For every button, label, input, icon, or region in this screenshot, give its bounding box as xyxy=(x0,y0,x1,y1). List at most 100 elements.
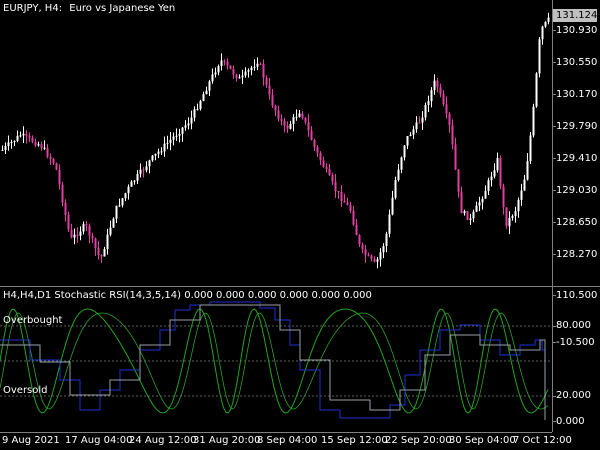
candle-body xyxy=(379,252,382,260)
candle-body xyxy=(367,255,370,257)
stochastic-rsi-lines xyxy=(0,301,549,420)
candle-body xyxy=(418,122,421,124)
candle-body xyxy=(283,121,286,126)
candle-body xyxy=(472,211,475,219)
price-label: 130.170 xyxy=(556,89,598,100)
price-label: 129.410 xyxy=(556,153,598,164)
candle-body xyxy=(1,149,4,151)
candle-body xyxy=(34,142,37,146)
candle-body xyxy=(73,234,76,238)
candle-body xyxy=(490,176,493,181)
candle-body xyxy=(163,143,166,152)
candle-body xyxy=(232,68,235,75)
candle-body xyxy=(268,85,271,95)
candle-body xyxy=(142,169,145,171)
candle-body xyxy=(61,184,64,203)
candle-body xyxy=(109,227,112,235)
candle-body xyxy=(10,141,13,143)
candle-body xyxy=(235,74,238,79)
candle-body xyxy=(295,116,298,118)
candle-body xyxy=(409,134,412,137)
candle-body xyxy=(190,117,193,124)
candle-body xyxy=(64,202,67,215)
candle-body xyxy=(292,117,295,124)
candle-body xyxy=(127,186,130,194)
candle-body xyxy=(526,161,529,180)
candle-body xyxy=(397,169,400,180)
candle-body xyxy=(343,200,346,203)
indicator-axis-label: -10.500 xyxy=(556,337,595,348)
candle-body xyxy=(469,218,472,220)
candle-body xyxy=(217,65,220,73)
candle-body xyxy=(46,147,49,157)
candle-body xyxy=(451,125,454,145)
candle-body xyxy=(517,199,520,212)
candle-body xyxy=(286,125,289,129)
candle-body xyxy=(448,113,451,126)
candle-body xyxy=(124,193,127,199)
candle-body xyxy=(13,140,16,142)
stoch-rsi-fast-line xyxy=(0,308,549,414)
candle-body xyxy=(508,217,511,227)
time-label: 9 Aug 2021 xyxy=(2,435,60,446)
candle-body xyxy=(253,66,256,68)
candle-body xyxy=(361,244,364,250)
candle-body xyxy=(415,122,418,130)
candle-body xyxy=(82,224,85,232)
candle-body xyxy=(106,234,109,250)
candle-body xyxy=(499,158,502,187)
price-label: 130.930 xyxy=(556,25,598,36)
candle-body xyxy=(277,110,280,119)
candle-body xyxy=(100,255,103,257)
candle-body xyxy=(226,61,229,66)
candle-body xyxy=(28,135,31,138)
candle-body xyxy=(16,135,19,141)
candle-body xyxy=(4,145,7,150)
candle-body xyxy=(136,173,139,181)
candle-body xyxy=(322,160,325,167)
candle-body xyxy=(298,113,301,117)
candle-body xyxy=(520,190,523,200)
candle-body xyxy=(325,166,328,170)
candle-body xyxy=(154,153,157,156)
candle-body xyxy=(532,106,535,136)
candle-body xyxy=(466,211,469,220)
candle-body xyxy=(274,105,277,111)
candle-body xyxy=(76,234,79,236)
candle-body xyxy=(394,179,397,198)
indicator-title: H4,H4,D1 Stochastic RSI(14,3,5,14) 0.000… xyxy=(3,290,372,301)
candle-body xyxy=(31,137,34,143)
price-label: 128.270 xyxy=(556,249,598,260)
candle-body xyxy=(502,186,505,208)
candle-body xyxy=(505,207,508,227)
candle-body xyxy=(169,139,172,143)
candle-body xyxy=(535,73,538,107)
candle-body xyxy=(439,87,442,95)
candle-body xyxy=(160,151,163,153)
candle-body xyxy=(121,198,124,206)
candle-body xyxy=(43,147,46,149)
candle-body xyxy=(463,211,466,214)
candle-body xyxy=(400,157,403,170)
candle-body xyxy=(493,170,496,177)
candle-body xyxy=(373,258,376,262)
candle-body xyxy=(541,26,544,40)
candle-body xyxy=(229,65,232,69)
candle-body xyxy=(52,158,55,164)
candle-body xyxy=(313,140,316,148)
candle-body xyxy=(316,147,319,153)
candle-body xyxy=(49,156,52,159)
candle-body xyxy=(478,202,481,206)
candle-body xyxy=(433,80,436,91)
candle-body xyxy=(265,78,268,86)
candle-body xyxy=(421,117,424,123)
candle-body xyxy=(544,21,547,27)
candle-body xyxy=(172,136,175,140)
candle-body xyxy=(178,133,181,136)
candle-body xyxy=(328,169,331,176)
candle-body xyxy=(385,233,388,247)
candle-body xyxy=(358,235,361,245)
candle-body xyxy=(208,81,211,91)
candle-body xyxy=(457,169,460,192)
